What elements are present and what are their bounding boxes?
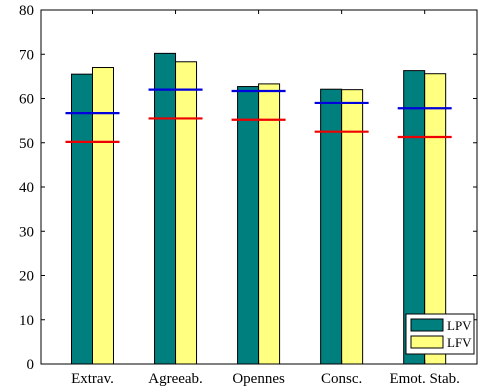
x-tick-label-1: Agreeab. — [148, 371, 203, 387]
y-tick-label-1: 10 — [19, 313, 34, 329]
y-tick-label-5: 50 — [19, 136, 34, 152]
reference-lines-layer — [65, 88, 452, 143]
y-tick-label-3: 30 — [19, 224, 34, 240]
legend-swatch-lpv — [410, 318, 444, 332]
bar-lpv-3 — [320, 88, 343, 365]
y-tick-label-4: 40 — [19, 180, 34, 196]
bar-lfv-1 — [175, 61, 198, 365]
y-tick-label-7: 70 — [19, 47, 34, 63]
tick-labels-layer: 0 10 20 30 40 50 60 70 80 Extrav. Agreeab. Opennes C… — [19, 3, 460, 387]
bar-lpv-0 — [70, 73, 93, 365]
x-tick-label-0: Extrav. — [71, 371, 114, 387]
x-tick-label-4: Emot. Stab. — [389, 371, 459, 387]
legend-label-lfv: LFV — [447, 335, 472, 350]
y-tick-label-2: 20 — [19, 269, 34, 285]
y-tick-label-6: 60 — [19, 92, 34, 108]
axes-layer — [40, 9, 478, 365]
bars-layer — [70, 52, 447, 365]
bar-lpv-2 — [237, 86, 260, 365]
bar-lfv-0 — [91, 67, 114, 365]
legend-swatch-lfv — [410, 335, 444, 349]
x-tick-label-2: Opennes — [232, 371, 285, 387]
bar-lpv-1 — [154, 52, 177, 365]
bar-lfv-2 — [258, 83, 281, 365]
legend-label-lpv: LPV — [447, 318, 472, 333]
y-tick-label-8: 80 — [19, 3, 34, 19]
y-tick-label-0: 0 — [27, 357, 35, 373]
x-tick-label-3: Consc. — [321, 371, 362, 387]
legend: LPV LFV — [405, 313, 475, 355]
